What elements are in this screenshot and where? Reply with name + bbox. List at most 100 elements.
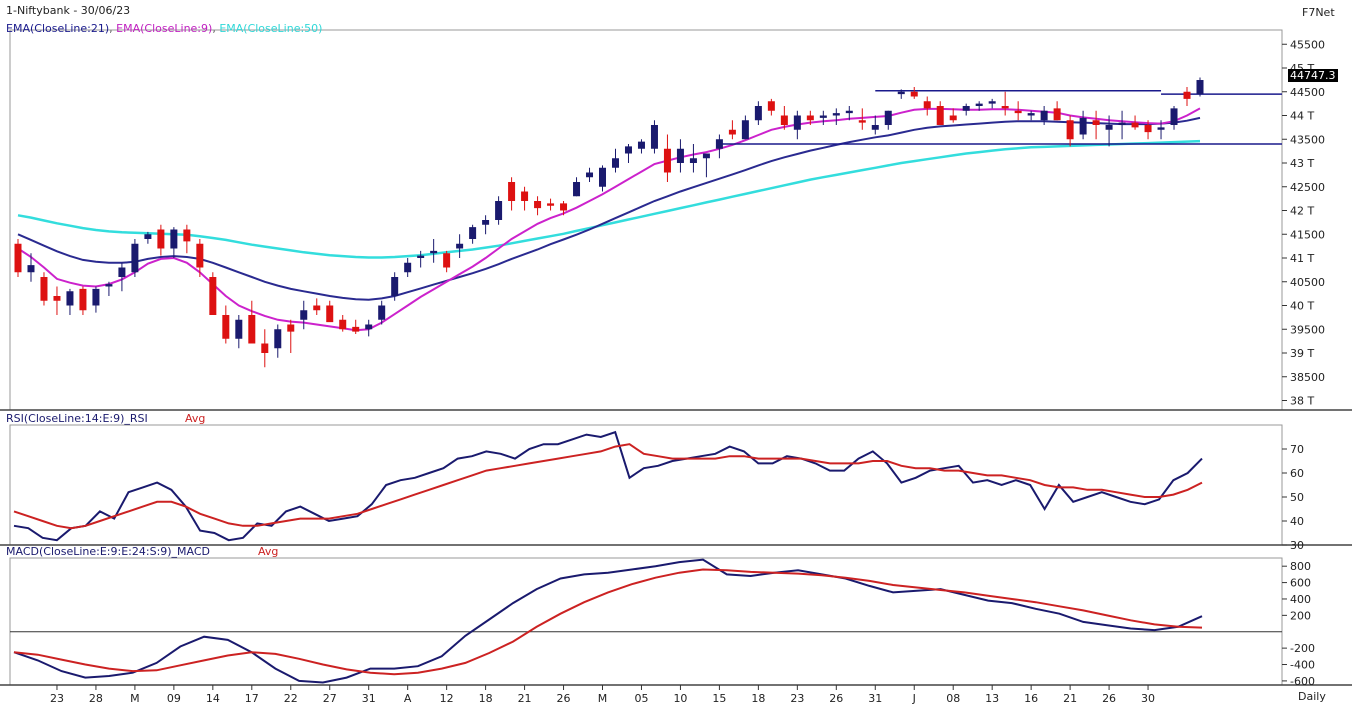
- candle-body: [339, 319, 347, 330]
- rsi-avg-legend: Avg: [185, 412, 205, 425]
- candle-body: [624, 146, 632, 154]
- candle-body: [534, 201, 542, 209]
- candle-body: [313, 305, 321, 311]
- candle-body: [560, 203, 568, 211]
- candle-body: [378, 305, 386, 320]
- candle-body: [832, 113, 840, 116]
- x-axis-unit-label: Daily: [1298, 690, 1326, 703]
- candle-body: [300, 310, 308, 320]
- candle-body: [521, 191, 529, 201]
- x-axis-label: 16: [1024, 692, 1038, 705]
- candle-body: [923, 101, 931, 109]
- candle-body: [1196, 80, 1204, 95]
- ema50-line: [17, 139, 1201, 259]
- ema9-legend: EMA(CloseLine:9): [116, 22, 213, 35]
- chart-title: 1-Niftybank - 30/06/23: [6, 4, 131, 17]
- candle-body: [456, 243, 464, 249]
- x-axis-label: 22: [284, 692, 298, 705]
- price-y-tick-label: 38 T: [1290, 395, 1314, 408]
- candle-body: [767, 101, 775, 111]
- price-y-tick-label: 44 T: [1290, 110, 1314, 123]
- candle-body: [936, 106, 944, 125]
- candle-body: [352, 326, 360, 332]
- price-y-tick-label: 43 T: [1290, 157, 1314, 170]
- candle-body: [1066, 120, 1074, 140]
- price-y-tick-label: 40 T: [1290, 300, 1314, 313]
- candle-body: [871, 125, 879, 130]
- candle-body: [391, 277, 399, 296]
- macd-avg-line: [13, 568, 1203, 676]
- price-y-tick-label: 45500: [1290, 38, 1325, 51]
- candle-body: [689, 158, 697, 163]
- candle-body: [66, 291, 74, 306]
- candle-body: [417, 255, 425, 258]
- x-axis-label: 08: [946, 692, 960, 705]
- candle-body: [573, 182, 581, 197]
- price-y-tick-label: 43500: [1290, 133, 1325, 146]
- ema21-legend: EMA(CloseLine:21): [6, 22, 110, 35]
- candle-body: [157, 229, 165, 249]
- candle-body: [1157, 127, 1165, 130]
- candle-body: [53, 296, 61, 301]
- candle-body: [1170, 108, 1178, 125]
- x-axis-label: 30: [1141, 692, 1155, 705]
- candle-body: [754, 106, 762, 121]
- candle-body: [702, 153, 710, 159]
- candle-body: [209, 277, 217, 315]
- price-panel-frame: [9, 29, 1283, 411]
- candle-body: [404, 262, 412, 273]
- rsi-y-tick-label: 50: [1290, 491, 1304, 504]
- candle-body: [287, 324, 295, 332]
- candle-body: [222, 315, 230, 339]
- candle-body: [676, 148, 684, 163]
- x-axis-label: J: [912, 692, 916, 705]
- candle-body: [92, 288, 100, 306]
- x-axis-label: 18: [751, 692, 765, 705]
- candle-body: [650, 125, 658, 149]
- candle-body: [910, 91, 918, 97]
- candle-body: [949, 115, 957, 121]
- candle-body: [1040, 110, 1048, 121]
- ema-legend: EMA(CloseLine:21), EMA(CloseLine:9), EMA…: [6, 22, 323, 35]
- x-axis-label: 18: [479, 692, 493, 705]
- price-y-tick-label: 39500: [1290, 323, 1325, 336]
- x-axis-label: 23: [50, 692, 64, 705]
- rsi-avg-line: [13, 443, 1203, 530]
- rsi-y-tick-label: 60: [1290, 467, 1304, 480]
- candle-body: [975, 103, 983, 106]
- x-axis-label: 21: [1063, 692, 1077, 705]
- x-axis-label: 15: [712, 692, 726, 705]
- candle-body: [663, 148, 671, 173]
- candle-body: [469, 227, 477, 239]
- x-axis-label: 31: [362, 692, 376, 705]
- candle-body: [326, 305, 334, 323]
- candle-body: [40, 277, 48, 301]
- price-y-tick-label: 41500: [1290, 228, 1325, 241]
- candle-body: [1053, 108, 1061, 121]
- candle-body: [988, 101, 996, 104]
- x-axis-label: 14: [206, 692, 220, 705]
- candle-body: [1014, 110, 1022, 114]
- candle-body: [1001, 106, 1009, 109]
- ema9-line: [17, 107, 1201, 332]
- rsi-y-tick-label: 30: [1290, 539, 1304, 552]
- candle-body: [1092, 120, 1100, 125]
- x-axis-label: 17: [245, 692, 259, 705]
- macd-y-tick-label: 600: [1290, 577, 1311, 590]
- candle-body: [1144, 125, 1152, 133]
- candle-body: [508, 182, 516, 201]
- candle-body: [1079, 117, 1087, 135]
- price-y-tick-label: 38500: [1290, 371, 1325, 384]
- last-price-tag: 44747.3: [1288, 69, 1338, 82]
- price-y-tick-label: 44500: [1290, 86, 1325, 99]
- rsi-panel-frame: [9, 424, 1283, 546]
- candle-body: [170, 229, 178, 249]
- x-axis-label: M: [130, 692, 140, 705]
- candle-body: [105, 284, 113, 287]
- price-y-tick-label: 40500: [1290, 276, 1325, 289]
- rsi-y-tick-label: 70: [1290, 443, 1304, 456]
- x-axis-label: 12: [440, 692, 454, 705]
- candle-body: [586, 172, 594, 178]
- candle-body: [365, 324, 373, 330]
- rsi-legend: RSI(CloseLine:14:E:9)_RSI: [6, 412, 148, 425]
